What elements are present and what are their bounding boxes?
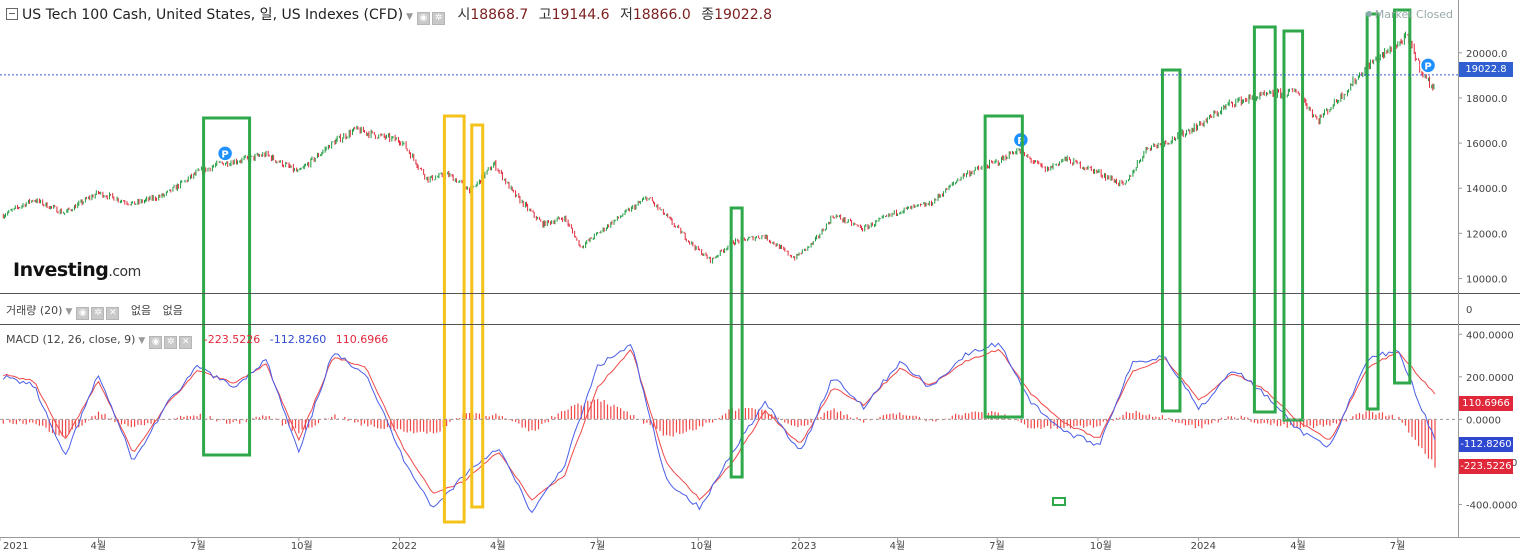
high-value: 19144.6 xyxy=(551,7,610,23)
highlight-box-green xyxy=(202,116,252,457)
close-value: 19022.8 xyxy=(714,7,772,23)
macd-tick-label: 400.0000 xyxy=(1466,330,1514,341)
chevron-down-icon[interactable]: ▼ xyxy=(138,336,146,346)
highlight-box-green xyxy=(1393,8,1412,385)
chevron-down-icon[interactable]: ▼ xyxy=(406,12,413,22)
eye-icon[interactable]: ◉ xyxy=(416,12,430,25)
macd-hist-tag: -223.5226 xyxy=(1459,459,1513,474)
volume-label: 거래량 (20) xyxy=(6,304,63,317)
macd-signal-value: 110.6966 xyxy=(335,333,389,346)
x-tick-label: 7월 xyxy=(989,540,1005,552)
highlight-box-green xyxy=(983,114,1024,419)
x-tick-label: 4월 xyxy=(91,540,107,552)
market-status: Market Closed xyxy=(1365,8,1453,21)
volume-value-2: 없음 xyxy=(162,304,183,317)
price-tick-label: 10000.0 xyxy=(1466,274,1507,285)
chart-header: US Tech 100 Cash, United States, 일, US I… xyxy=(6,5,772,25)
highlight-box-small xyxy=(1052,497,1066,506)
gear-icon[interactable]: ✲ xyxy=(164,336,178,349)
status-dot-icon xyxy=(1365,11,1372,17)
macd-signal-tag: 110.6966 xyxy=(1459,396,1513,411)
gear-icon[interactable]: ✲ xyxy=(91,307,105,320)
logo-main: Investing xyxy=(13,259,109,281)
price-tick-label: 18000.0 xyxy=(1466,94,1507,105)
macd-line-value: -112.8260 xyxy=(269,333,327,346)
eye-icon[interactable]: ◉ xyxy=(76,307,90,320)
open-value: 18868.7 xyxy=(470,7,529,23)
highlight-box-yellow xyxy=(442,114,466,524)
highlight-box-green xyxy=(1252,25,1277,414)
pivot-marker-label: P xyxy=(1424,61,1431,72)
highlight-box-green xyxy=(729,206,744,479)
macd-label: MACD (12, 26, close, 9) xyxy=(6,333,136,346)
price-tick-label: 20000.0 xyxy=(1466,49,1507,60)
volume-pane-header: 거래량 (20) ▼ ◉ ✲ ✕ 없음 없음 xyxy=(6,302,183,320)
market-status-text: Market Closed xyxy=(1374,8,1453,21)
x-tick-label: 7월 xyxy=(590,540,606,552)
x-tick-label: 2023 xyxy=(791,541,816,552)
macd-line xyxy=(2,342,1436,514)
high-label: 고 xyxy=(538,7,552,23)
x-tick-label: 10월 xyxy=(690,540,712,552)
pivot-marker xyxy=(216,145,234,162)
price-tick-label: 14000.0 xyxy=(1466,184,1507,195)
price-tick-label: 16000.0 xyxy=(1466,139,1507,150)
x-tick-label: 7월 xyxy=(190,540,206,552)
gear-icon[interactable]: ✲ xyxy=(431,12,445,25)
highlight-box-yellow xyxy=(470,123,485,509)
x-tick-label: 4월 xyxy=(890,540,906,552)
x-tick-label: 7월 xyxy=(1390,540,1406,552)
macd-hist-value: -223.5226 xyxy=(203,333,261,346)
highlight-box-green xyxy=(1160,68,1182,413)
price-tick-label: 12000.0 xyxy=(1466,229,1507,240)
macd-tick-label: -400.0000 xyxy=(1466,500,1517,511)
chevron-down-icon[interactable]: ▼ xyxy=(65,307,73,317)
low-label: 저 xyxy=(619,7,633,23)
close-icon[interactable]: ✕ xyxy=(179,336,193,349)
instrument-title: US Tech 100 Cash, United States, 일, US I… xyxy=(22,7,404,23)
macd-pane-header: MACD (12, 26, close, 9) ▼ ◉ ✲ ✕ -223.5226 -1… xyxy=(6,333,388,349)
x-tick-label: 2022 xyxy=(392,541,417,552)
x-tick-label: 4월 xyxy=(490,540,506,552)
highlight-box-green xyxy=(1365,12,1380,411)
collapse-icon[interactable] xyxy=(6,8,18,20)
volume-value-1: 없음 xyxy=(130,304,152,317)
highlight-box-green xyxy=(1282,29,1305,422)
x-tick-label: 10월 xyxy=(1090,540,1112,552)
macd-signal-line xyxy=(3,348,1436,501)
close-label: 종 xyxy=(701,7,715,23)
macd-tick-label: 200.0000 xyxy=(1466,373,1514,384)
open-label: 시 xyxy=(457,7,471,23)
logo-suffix: .com xyxy=(108,264,141,280)
close-icon[interactable]: ✕ xyxy=(106,307,120,320)
pivot-marker-label: P xyxy=(221,149,228,160)
macd-line-tag: -112.8260 xyxy=(1459,437,1513,452)
low-value: 18866.0 xyxy=(632,7,691,23)
macd-tick-label: 0.0000 xyxy=(1466,415,1501,426)
investing-logo: Investing.com xyxy=(13,259,141,281)
price-tag: 19022.8 xyxy=(1459,62,1513,77)
x-tick-label: 4월 xyxy=(1290,540,1306,552)
eye-icon[interactable]: ◉ xyxy=(149,336,163,349)
x-tick-label: 10월 xyxy=(291,540,313,552)
volume-tick-label: 0 xyxy=(1466,305,1472,316)
pivot-marker xyxy=(1419,57,1437,74)
x-tick-label: 2021 xyxy=(3,541,28,552)
x-tick-label: 2024 xyxy=(1191,541,1216,552)
